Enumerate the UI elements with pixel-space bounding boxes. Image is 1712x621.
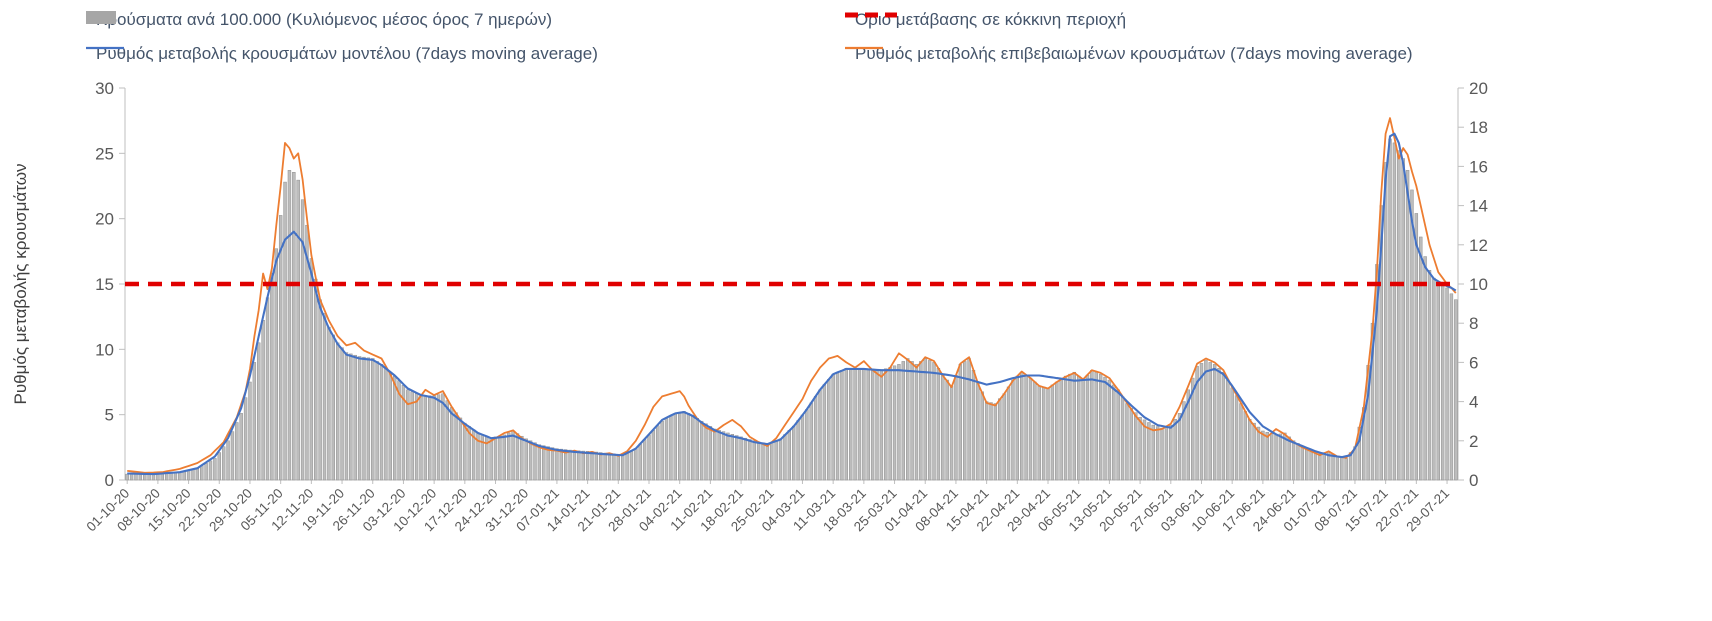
legend-label-confirmed-line: Ρυθμός μεταβολής επιβεβαιωμένων κρουσμάτ…: [855, 44, 1413, 63]
legend-label-cases-bars: Κρούσματα ανά 100.000 (Κυλιόμενος μέσος …: [96, 10, 553, 29]
y-left-tick-label: 25: [95, 144, 114, 163]
y-right-tick-label: 2: [1469, 432, 1478, 451]
y-right-tick-label: 14: [1469, 197, 1488, 216]
y-right-tick-label: 12: [1469, 236, 1488, 255]
y-left-tick-label: 10: [95, 340, 114, 359]
confirmed-rate-line: [127, 117, 1457, 474]
y-right-tick-label: 6: [1469, 353, 1478, 372]
y-axis-title: Ρυθμός μεταβολής κρουσμάτων: [11, 164, 30, 405]
legend-label-model-line: Ρυθμός μεταβολής κρουσμάτων μοντέλου (7d…: [96, 44, 598, 63]
legend-item-confirmed-line: Ρυθμός μεταβολής επιβεβαιωμένων κρουσμάτ…: [845, 44, 1413, 64]
legend-item-model-line: Ρυθμός μεταβολής κρουσμάτων μοντέλου (7d…: [86, 44, 598, 64]
y-right-tick-label: 8: [1469, 314, 1478, 333]
legend-label-threshold: Όριο μετάβασης σε κόκκινη περιοχή: [855, 10, 1127, 29]
legend-item-cases-bars: Κρούσματα ανά 100.000 (Κυλιόμενος μέσος …: [86, 10, 552, 30]
y-left-tick-label: 20: [95, 210, 114, 229]
y-axis-left: 0 5 10 15 20 25 30: [95, 79, 125, 490]
legend-item-threshold: Όριο μετάβασης σε κόκκινη περιοχή: [845, 10, 1126, 30]
y-right-tick-label: 18: [1469, 118, 1488, 137]
y-left-tick-label: 30: [95, 79, 114, 98]
y-right-tick-label: 4: [1469, 393, 1478, 412]
y-left-tick-label: 5: [105, 406, 114, 425]
y-right-tick-label: 20: [1469, 79, 1488, 98]
y-right-tick-label: 0: [1469, 471, 1478, 490]
y-right-tick-label: 10: [1469, 275, 1488, 294]
y-left-tick-label: 0: [105, 471, 114, 490]
model-rate-line: [127, 132, 1457, 476]
x-axis: 01-10-2008-10-2015-10-2022-10-2029-10-20…: [83, 480, 1452, 534]
y-left-tick-label: 15: [95, 275, 114, 294]
y-right-tick-label: 16: [1469, 157, 1488, 176]
y-axis-right: 0 2 4 6 8 10 12 14 16 18 20: [1458, 79, 1488, 490]
